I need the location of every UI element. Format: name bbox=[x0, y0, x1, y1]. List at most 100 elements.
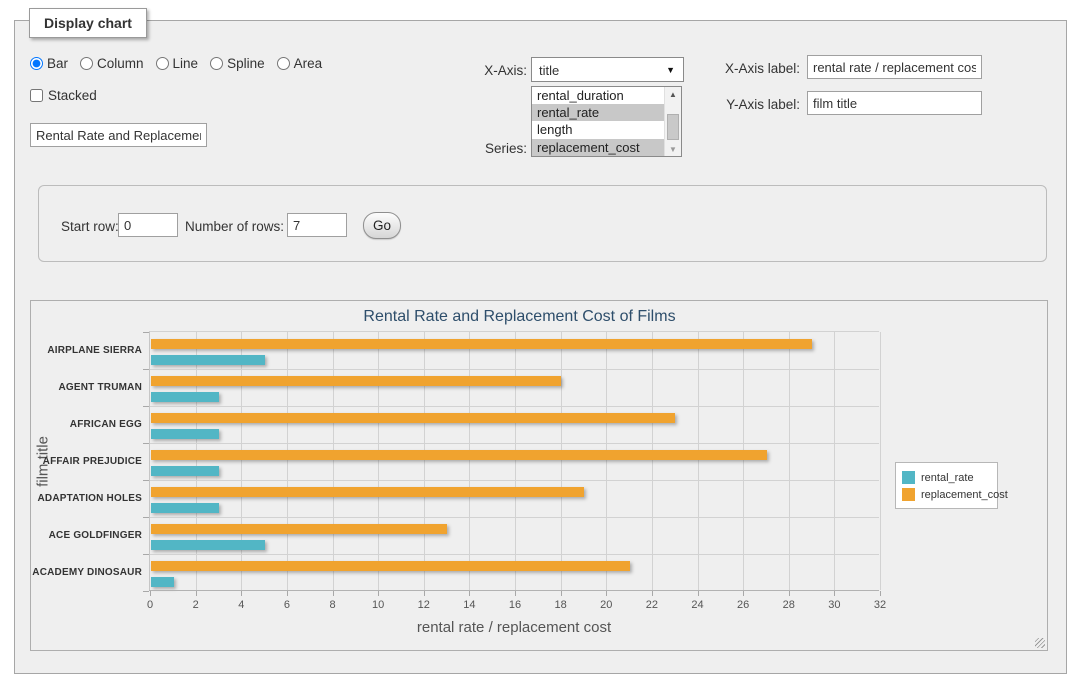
x-tick-mark bbox=[789, 591, 790, 596]
y-axis-label-input[interactable] bbox=[807, 91, 982, 115]
x-tick-mark bbox=[378, 591, 379, 596]
x-tick-mark bbox=[698, 591, 699, 596]
go-button[interactable]: Go bbox=[363, 212, 401, 239]
start-row-input[interactable] bbox=[118, 213, 178, 237]
series-option-replacement_cost[interactable]: replacement_cost bbox=[532, 139, 664, 156]
x-tick-mark bbox=[880, 591, 881, 596]
legend-item-rental_rate[interactable]: rental_rate bbox=[902, 469, 991, 486]
x-tick-label: 2 bbox=[181, 599, 211, 611]
chart-type-label: Bar bbox=[47, 56, 68, 71]
series-option-length[interactable]: length bbox=[532, 121, 664, 138]
chart-type-option-column[interactable]: Column bbox=[80, 56, 144, 71]
chart-type-radio-area[interactable] bbox=[277, 57, 290, 70]
chart-type-radio-spline[interactable] bbox=[210, 57, 223, 70]
x-tick-label: 18 bbox=[546, 599, 576, 611]
y-tick-mark bbox=[143, 517, 149, 518]
chart-legend: rental_rate replacement_cost bbox=[895, 462, 998, 509]
chart-panel: Rental Rate and Replacement Cost of Film… bbox=[30, 300, 1048, 651]
legend-swatch bbox=[902, 471, 915, 484]
x-tick-label: 22 bbox=[637, 599, 667, 611]
x-axis-select-label: X-Axis: bbox=[455, 63, 527, 78]
y-tick-mark bbox=[143, 332, 149, 333]
bar-rental_rate[interactable] bbox=[151, 540, 265, 550]
x-axis-line bbox=[149, 590, 879, 591]
x-tick-mark bbox=[333, 591, 334, 596]
series-multiselect[interactable]: ▲ ▼ rental_durationrental_ratelengthrepl… bbox=[531, 86, 682, 157]
scroll-down-icon[interactable]: ▼ bbox=[665, 145, 681, 154]
band-separator bbox=[150, 480, 879, 481]
chart-type-radio-bar[interactable] bbox=[30, 57, 43, 70]
stacked-label: Stacked bbox=[48, 88, 97, 103]
stacked-checkbox-row[interactable]: Stacked bbox=[30, 88, 97, 103]
band-separator bbox=[150, 443, 879, 444]
x-tick-mark bbox=[424, 591, 425, 596]
x-gridline bbox=[652, 332, 653, 590]
x-tick-mark bbox=[469, 591, 470, 596]
x-tick-label: 24 bbox=[683, 599, 713, 611]
bar-replacement_cost[interactable] bbox=[151, 376, 561, 386]
bar-replacement_cost[interactable] bbox=[151, 487, 584, 497]
x-gridline bbox=[743, 332, 744, 590]
x-tick-mark bbox=[287, 591, 288, 596]
bar-rental_rate[interactable] bbox=[151, 429, 219, 439]
bar-replacement_cost[interactable] bbox=[151, 450, 767, 460]
resize-handle-icon[interactable] bbox=[1035, 638, 1045, 648]
chart-type-label: Area bbox=[294, 56, 323, 71]
chart-type-option-line[interactable]: Line bbox=[156, 56, 199, 71]
chart-title-input[interactable] bbox=[30, 123, 207, 147]
fieldset-legend: Display chart bbox=[29, 8, 147, 38]
x-gridline bbox=[789, 332, 790, 590]
bar-replacement_cost[interactable] bbox=[151, 561, 630, 571]
x-gridline bbox=[880, 332, 881, 590]
chart-type-option-area[interactable]: Area bbox=[277, 56, 323, 71]
x-axis-label-input[interactable] bbox=[807, 55, 982, 79]
chart-type-label: Line bbox=[173, 56, 199, 71]
x-axis-select[interactable]: title ▼ bbox=[531, 57, 684, 82]
x-axis-label-field-label: X-Axis label: bbox=[702, 61, 800, 76]
x-tick-mark bbox=[515, 591, 516, 596]
category-label: ACADEMY DINOSAUR bbox=[30, 567, 142, 578]
x-gridline bbox=[333, 332, 334, 590]
series-list-scrollbar[interactable]: ▲ ▼ bbox=[664, 87, 681, 156]
x-tick-label: 6 bbox=[272, 599, 302, 611]
x-tick-label: 4 bbox=[226, 599, 256, 611]
x-gridline bbox=[834, 332, 835, 590]
y-tick-mark bbox=[143, 480, 149, 481]
x-tick-label: 30 bbox=[819, 599, 849, 611]
x-gridline bbox=[424, 332, 425, 590]
chart-type-option-bar[interactable]: Bar bbox=[30, 56, 68, 71]
chart-type-option-spline[interactable]: Spline bbox=[210, 56, 265, 71]
bar-rental_rate[interactable] bbox=[151, 355, 265, 365]
bar-rental_rate[interactable] bbox=[151, 392, 219, 402]
scroll-up-icon[interactable]: ▲ bbox=[665, 90, 681, 99]
bar-rental_rate[interactable] bbox=[151, 503, 219, 513]
x-axis-selected-value: title bbox=[539, 63, 559, 78]
category-label: AGENT TRUMAN bbox=[30, 382, 142, 393]
legend-item-replacement_cost[interactable]: replacement_cost bbox=[902, 486, 991, 503]
chart-type-radio-line[interactable] bbox=[156, 57, 169, 70]
chart-type-radio-group: Bar Column Line Spline Area bbox=[30, 56, 330, 71]
x-tick-label: 14 bbox=[454, 599, 484, 611]
chart-type-radio-column[interactable] bbox=[80, 57, 93, 70]
bar-rental_rate[interactable] bbox=[151, 577, 174, 587]
legend-label: replacement_cost bbox=[921, 489, 1008, 501]
num-rows-input[interactable] bbox=[287, 213, 347, 237]
x-gridline bbox=[196, 332, 197, 590]
x-gridline bbox=[378, 332, 379, 590]
x-tick-label: 0 bbox=[135, 599, 165, 611]
bar-rental_rate[interactable] bbox=[151, 466, 219, 476]
chart-type-label: Spline bbox=[227, 56, 265, 71]
legend-swatch bbox=[902, 488, 915, 501]
stacked-checkbox[interactable] bbox=[30, 89, 43, 102]
x-tick-label: 28 bbox=[774, 599, 804, 611]
x-tick-label: 10 bbox=[363, 599, 393, 611]
legend-label: rental_rate bbox=[921, 472, 974, 484]
y-tick-mark bbox=[143, 591, 149, 592]
x-tick-mark bbox=[150, 591, 151, 596]
series-option-rental_duration[interactable]: rental_duration bbox=[532, 87, 664, 104]
scrollbar-thumb[interactable] bbox=[667, 114, 679, 140]
bar-replacement_cost[interactable] bbox=[151, 339, 812, 349]
bar-replacement_cost[interactable] bbox=[151, 524, 447, 534]
bar-replacement_cost[interactable] bbox=[151, 413, 675, 423]
series-option-rental_rate[interactable]: rental_rate bbox=[532, 104, 664, 121]
